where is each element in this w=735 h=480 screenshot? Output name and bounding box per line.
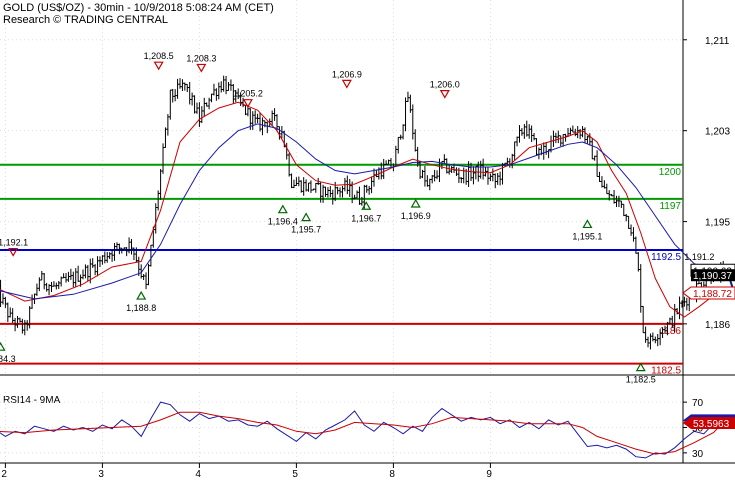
level-label: 1182.5 [651, 366, 681, 377]
source-credit: Research © TRADING CENTRAL [3, 14, 168, 26]
price-tick-label: 1,186 [705, 320, 730, 331]
price-tag-box [682, 286, 735, 300]
pivot-low-label: 1,196.7 [351, 213, 381, 223]
pivot-low-marker [410, 198, 421, 208]
pivot-high-label: 1,208.5 [144, 51, 174, 61]
pivot-low-label: 1,182.5 [626, 375, 656, 385]
chart-title: GOLD (US$/OZ) - 30min - 10/9/2018 5:08:2… [3, 2, 274, 14]
pivot-low-marker [136, 290, 147, 300]
pivot-high-label: 1,206.0 [430, 80, 460, 90]
time-tick-label: 9 [486, 469, 492, 480]
time-tick-label: 5 [292, 469, 298, 480]
price-tick-label: 1,195 [705, 218, 730, 229]
pivot-low-marker [361, 201, 372, 210]
pivot-low-marker [582, 219, 593, 229]
level-label: 1200 [659, 167, 682, 178]
pivot-low-label: 1,196.9 [401, 211, 431, 221]
pivot-low-label: 1,196.4 [268, 217, 298, 227]
pivot-low-marker [635, 362, 646, 372]
pivot-low-label: 1,195.1 [572, 231, 602, 241]
pivot-high-marker [439, 89, 450, 99]
price-grid [0, 0, 683, 375]
rsi-panel: RSI14 - 9MA 70 50 30 55.619753.5963 [0, 375, 735, 464]
rsi-ma-line [0, 411, 724, 455]
level-label: 1186 [659, 326, 681, 337]
pivot-low-marker [301, 212, 312, 222]
rsi-title: RSI14 - 9MA [3, 395, 61, 406]
rsi-tick-label: 50 [692, 424, 704, 435]
pivot-annotations: 1,192.1 1,184.3 1,188.8 1,208.5 1,208.3 1,205… [0, 51, 714, 385]
pivot-high-marker [242, 99, 253, 108]
time-axis-ticks: 2 3 4 5 8 9 [1, 463, 492, 480]
pivot-high-marker [196, 63, 207, 73]
rsi-tick-label: 30 [692, 449, 704, 460]
pivot-low-marker [0, 341, 6, 351]
rsi-tag-box [683, 416, 735, 429]
pivot-high-marker [341, 79, 352, 89]
pivot-low-label: 1,184.3 [0, 354, 16, 364]
pivot-low-marker [277, 204, 288, 214]
rsi-tick-label: 70 [692, 398, 704, 409]
pivot-high-label: 1,206.9 [332, 69, 362, 79]
level-lines: 1200 1197 1192.5 1186 1182.5 [0, 163, 683, 377]
pivot-high-marker [8, 247, 19, 257]
pivot-high-label: 1,205.2 [233, 89, 263, 99]
price-tags: 1,190.631,190.371,188.72 [682, 263, 735, 300]
level-label: 1197 [659, 201, 681, 212]
time-tick-label: 3 [98, 469, 104, 480]
rsi-lines [0, 401, 724, 459]
pivot-low-label: 1,188.8 [126, 303, 156, 313]
price-tag-box [691, 269, 735, 282]
rsi-line [0, 401, 724, 459]
pivot-high-label: 1,192.1 [0, 238, 28, 248]
pivot-high-marker [153, 61, 164, 71]
ma-slow-line [0, 123, 724, 300]
price-tick-label: 1,203 [705, 127, 730, 138]
rsi-tags: 55.619753.5963 [683, 414, 735, 430]
pivot-high-label: 1,208.3 [186, 53, 216, 63]
ma-fast-line [0, 101, 724, 318]
pivot-low-label: 1,195.7 [291, 225, 321, 235]
time-tick-label: 8 [389, 469, 395, 480]
candle-series [0, 75, 725, 350]
price-tick-label: 1,211 [705, 36, 730, 47]
time-tick-label: 4 [195, 469, 201, 480]
rsi-tag-label: 53.5963 [693, 419, 730, 430]
price-tag-label: 1,188.72 [693, 289, 732, 300]
price-note-label: 1,191.2 [684, 252, 714, 262]
price-tag-label: 1,190.37 [693, 271, 732, 282]
price-axis-ticks: 1,211 1,203 1,195 1,186 [683, 36, 730, 331]
rsi-axis-ticks: 70 50 30 [683, 398, 704, 460]
level-label: 1192.5 [651, 252, 681, 263]
time-tick-label: 2 [1, 469, 7, 480]
moving-averages [0, 101, 724, 318]
